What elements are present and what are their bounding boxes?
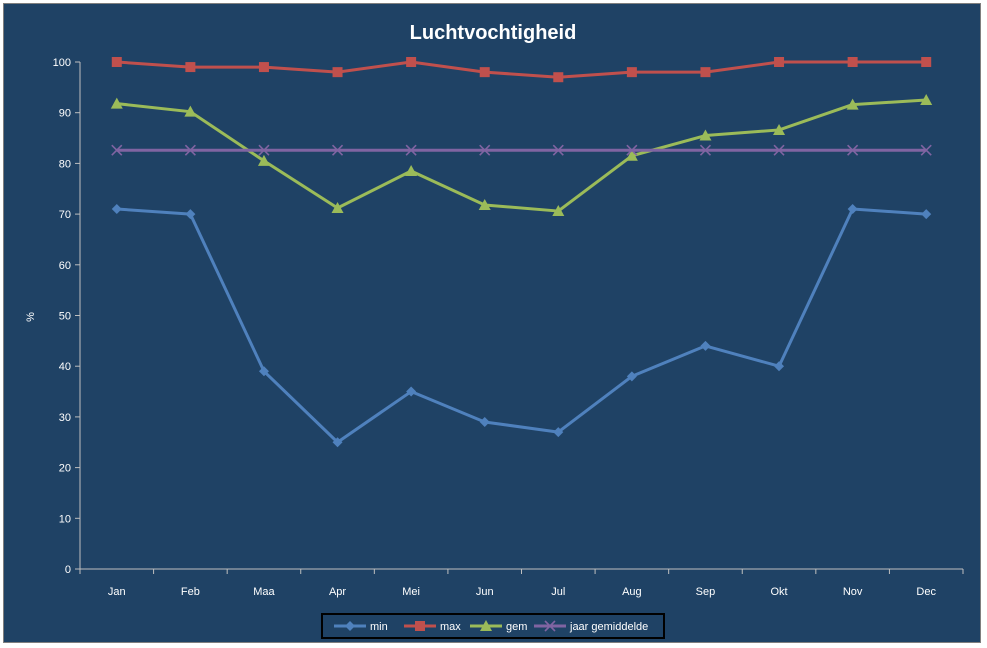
data-point (625, 149, 638, 161)
chart-title: Luchtvochtigheid (410, 22, 577, 44)
data-point (700, 67, 711, 78)
data-point (185, 209, 196, 220)
legend-label: jaar gemiddelde (569, 621, 648, 633)
series-line (116, 60, 927, 79)
y-tick-label: 60 (59, 260, 71, 272)
y-axis-label: % (25, 312, 37, 322)
x-tick-label: Jun (476, 586, 494, 598)
legend-item: max (404, 621, 461, 633)
data-point (405, 144, 417, 156)
data-point (700, 340, 711, 351)
x-tick-label: Maa (253, 586, 275, 598)
data-point (111, 57, 122, 67)
x-tick-label: Mei (402, 586, 420, 598)
data-point (699, 129, 712, 141)
data-point (847, 204, 858, 215)
data-point (479, 144, 491, 156)
x-tick-label: Feb (181, 586, 200, 598)
y-tick-label: 40 (59, 361, 71, 373)
series-gem (110, 94, 933, 217)
data-point (110, 97, 123, 109)
series-min (111, 204, 932, 448)
data-point (847, 144, 859, 156)
legend-label: min (370, 621, 388, 633)
data-point (406, 57, 417, 67)
data-point (921, 209, 932, 220)
series-layer (110, 57, 933, 448)
series-max (111, 57, 932, 83)
y-tick-label: 10 (59, 513, 71, 525)
x-tick-label: Jul (551, 586, 565, 598)
data-point (258, 144, 270, 156)
x-tick-label: Nov (843, 586, 863, 598)
data-point (773, 144, 785, 156)
series-jaar-gemiddelde (111, 144, 932, 156)
axes: 0 10 20 30 40 50 60 70 80 90 100 Jan Feb Maa Apr Mei Jun… (53, 57, 964, 598)
data-point (332, 437, 343, 448)
data-point (479, 67, 490, 78)
y-tick-label: 90 (59, 108, 71, 120)
data-point (406, 386, 417, 397)
data-point (553, 72, 564, 83)
data-point (920, 94, 933, 106)
x-tick-label: Okt (770, 586, 787, 598)
series-line (116, 98, 927, 213)
y-tick-label: 50 (59, 311, 71, 323)
x-tick-label: Apr (329, 586, 346, 598)
y-tick-label: 30 (59, 412, 71, 424)
data-point (111, 144, 123, 156)
data-point (846, 98, 859, 110)
y-tick-label: 20 (59, 463, 71, 475)
data-point (257, 154, 270, 166)
data-point (552, 144, 564, 156)
chart-area: Luchtvochtigheid % 0 10 20 30 40 50 60 70 80 90 10… (3, 3, 981, 643)
data-point (331, 202, 344, 214)
data-point (405, 165, 418, 177)
data-point (552, 205, 565, 217)
legend-label: max (440, 621, 461, 633)
legend-label: gem (506, 621, 527, 633)
data-point (699, 144, 712, 156)
series-line (116, 207, 927, 444)
data-point (258, 62, 269, 73)
data-point (774, 57, 785, 67)
data-point (774, 361, 785, 372)
legend-item: gem (470, 620, 527, 633)
legend-item: jaar gemiddelde (534, 620, 648, 633)
legend-swatch-marker (345, 621, 355, 631)
legend: min max gem jaar gemiddelde (321, 613, 665, 639)
legend-item: min (334, 621, 388, 633)
data-point (479, 416, 490, 427)
data-point (626, 67, 637, 78)
data-point (184, 144, 196, 156)
data-point (921, 57, 932, 67)
legend-swatch-marker (415, 621, 425, 631)
x-tick-label: Sep (696, 586, 716, 598)
data-point (626, 371, 637, 382)
legend-box (321, 613, 665, 639)
y-tick-label: 100 (53, 57, 71, 69)
data-point (185, 62, 196, 73)
line-chart: Luchtvochtigheid % 0 10 20 30 40 50 60 70 80 90 10… (25, 22, 964, 639)
data-point (478, 198, 491, 210)
y-tick-label: 80 (59, 158, 71, 170)
data-point (553, 427, 564, 438)
data-point (111, 204, 122, 215)
data-point (626, 144, 638, 156)
y-tick-label: 0 (65, 564, 71, 576)
x-tick-label: Dec (916, 586, 936, 598)
data-point (773, 123, 786, 135)
legend-swatch-marker (480, 620, 492, 631)
y-tick-label: 70 (59, 209, 71, 221)
x-tick-label: Aug (622, 586, 642, 598)
data-point (847, 57, 858, 67)
data-point (331, 144, 344, 156)
data-point (332, 67, 343, 78)
x-tick-label: Jan (108, 586, 126, 598)
data-point (184, 105, 197, 117)
data-point (258, 366, 269, 377)
legend-swatch-marker (544, 620, 556, 632)
data-point (920, 144, 932, 156)
